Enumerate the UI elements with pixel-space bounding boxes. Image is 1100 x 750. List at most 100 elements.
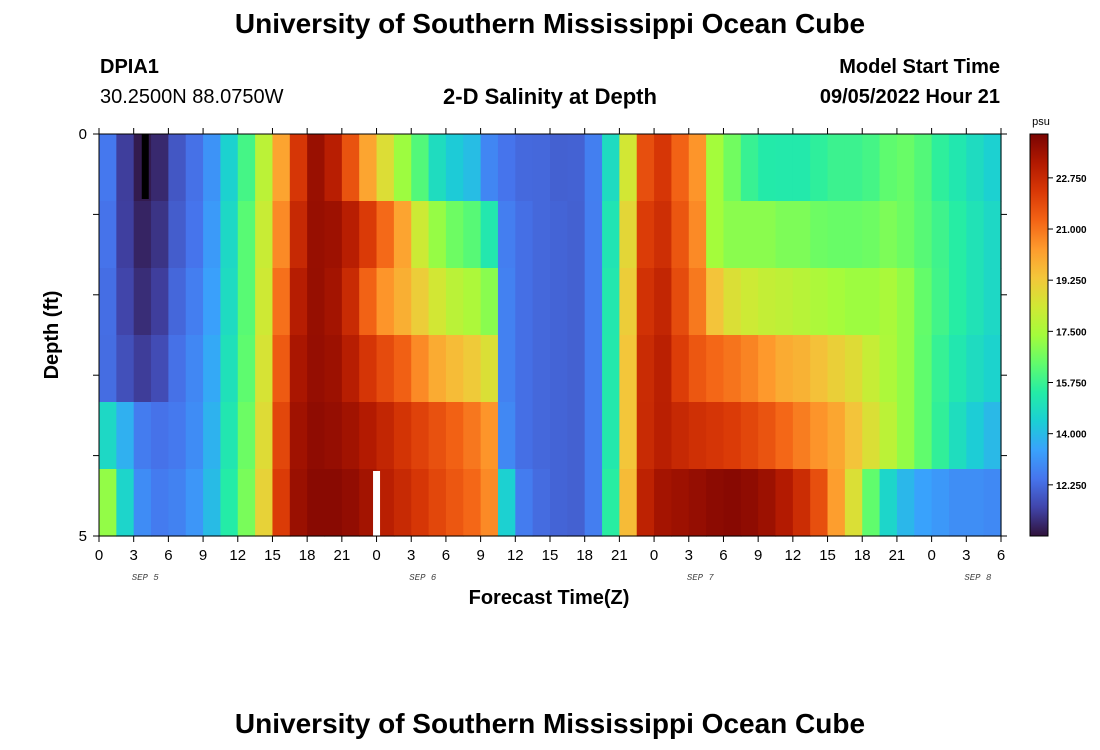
heatmap-cell bbox=[567, 134, 586, 202]
heatmap-cell bbox=[775, 201, 794, 269]
heatmap-cell bbox=[914, 268, 933, 336]
heatmap-cell bbox=[151, 268, 169, 336]
heatmap-cell bbox=[393, 335, 412, 403]
heatmap-cell bbox=[307, 469, 326, 537]
heatmap-cell bbox=[862, 402, 881, 470]
heatmap-cell bbox=[376, 268, 395, 336]
heatmap-cell bbox=[706, 268, 725, 336]
heatmap-cell bbox=[966, 335, 985, 403]
heatmap-cell bbox=[567, 469, 586, 537]
heatmap-cell bbox=[983, 402, 1002, 470]
heatmap-cell bbox=[428, 469, 447, 537]
heatmap-cell bbox=[116, 201, 135, 269]
heatmap-cell bbox=[827, 201, 846, 269]
heatmap-cell bbox=[515, 469, 534, 537]
heatmap-cell bbox=[341, 268, 360, 336]
x-tick-label: 6 bbox=[997, 547, 1005, 564]
heatmap-cell bbox=[671, 402, 690, 470]
heatmap-cell bbox=[151, 469, 169, 537]
heatmap-cell bbox=[983, 335, 1002, 403]
heatmap-cell bbox=[445, 402, 464, 470]
heatmap-cell bbox=[341, 134, 360, 202]
heatmap-cell bbox=[584, 469, 603, 537]
x-axis-title: Forecast Time(Z) bbox=[469, 587, 630, 609]
x-tick-label: 21 bbox=[334, 547, 351, 564]
heatmap-cell bbox=[463, 134, 482, 202]
heatmap-cell bbox=[550, 134, 568, 202]
heatmap-cell bbox=[168, 201, 187, 269]
heatmap-cell bbox=[584, 335, 603, 403]
heatmap-cell bbox=[497, 134, 516, 202]
heatmap-cell bbox=[966, 469, 985, 537]
y-tick-label: 5 bbox=[79, 528, 87, 545]
heatmap-cell bbox=[723, 335, 742, 403]
heatmap-cell bbox=[758, 469, 777, 537]
x-tick-label: 9 bbox=[754, 547, 762, 564]
heatmap-cell bbox=[220, 201, 239, 269]
x-tick-label: 6 bbox=[164, 547, 172, 564]
heatmap-cell bbox=[567, 335, 586, 403]
station-id: DPIA1 bbox=[100, 56, 159, 78]
heatmap-cell bbox=[359, 201, 378, 269]
x-tick-label: 3 bbox=[685, 547, 693, 564]
heatmap-cell bbox=[810, 201, 829, 269]
heatmap-cell bbox=[914, 335, 933, 403]
colorbar-tick-label: 19.250 bbox=[1056, 276, 1087, 287]
station-coords: 30.2500N 88.0750W bbox=[100, 86, 284, 108]
heatmap-cell bbox=[237, 335, 256, 403]
heatmap-cell bbox=[307, 268, 326, 336]
heatmap-cell bbox=[602, 134, 620, 202]
heatmap-cell bbox=[723, 402, 742, 470]
heatmap-cell bbox=[775, 134, 794, 202]
x-tick-label: 0 bbox=[372, 547, 380, 564]
heatmap-cell bbox=[272, 469, 291, 537]
x-tick-label: 0 bbox=[927, 547, 935, 564]
heatmap-cell bbox=[966, 134, 985, 202]
heatmap-cell bbox=[480, 268, 499, 336]
heatmap-cell bbox=[706, 402, 725, 470]
heatmap-cell bbox=[220, 402, 239, 470]
heatmap-cell bbox=[185, 335, 204, 403]
heatmap-cell bbox=[428, 268, 447, 336]
heatmap-cell bbox=[116, 335, 135, 403]
heatmap-markers bbox=[141, 134, 381, 536]
heatmap-cell bbox=[688, 402, 707, 470]
heatmap-cell bbox=[723, 469, 742, 537]
heatmap-cell bbox=[671, 134, 690, 202]
heatmap-cell bbox=[532, 469, 551, 537]
heatmap-cell bbox=[532, 268, 551, 336]
heatmap-cell bbox=[289, 335, 308, 403]
x-tick-label: 21 bbox=[889, 547, 906, 564]
heatmap-cell bbox=[879, 402, 898, 470]
heatmap-cell bbox=[99, 201, 117, 269]
x-tick-label: 3 bbox=[962, 547, 970, 564]
heatmap-cell bbox=[792, 201, 811, 269]
heatmap-cell bbox=[99, 268, 117, 336]
x-tick-label: 6 bbox=[442, 547, 450, 564]
heatmap-cell bbox=[792, 134, 811, 202]
heatmap-cell bbox=[376, 201, 395, 269]
heatmap-cell bbox=[324, 402, 343, 470]
heatmap-cell bbox=[307, 402, 326, 470]
heatmap-cell bbox=[879, 268, 898, 336]
heatmap-cell bbox=[289, 268, 308, 336]
heatmap-cell bbox=[428, 402, 447, 470]
heatmap-cell bbox=[619, 402, 638, 470]
heatmap-cell bbox=[948, 335, 967, 403]
heatmap-cell bbox=[810, 335, 829, 403]
heatmap-cell bbox=[723, 268, 742, 336]
heatmap-cell bbox=[688, 469, 707, 537]
heatmap-cell bbox=[185, 402, 204, 470]
heatmap-cell bbox=[532, 402, 551, 470]
y-tick-label: 0 bbox=[79, 126, 87, 143]
colorbar-tick-label: 22.750 bbox=[1056, 174, 1087, 185]
heatmap-cell bbox=[636, 402, 655, 470]
heatmap-cell bbox=[324, 134, 343, 202]
heatmap-cells bbox=[99, 134, 1002, 537]
heatmap-cell bbox=[99, 402, 117, 470]
heatmap-cell bbox=[393, 134, 412, 202]
heatmap-cell bbox=[515, 402, 534, 470]
heatmap-cell bbox=[480, 402, 499, 470]
chart-subtitle: 2-D Salinity at Depth bbox=[443, 84, 657, 109]
heatmap-cell bbox=[133, 469, 152, 537]
